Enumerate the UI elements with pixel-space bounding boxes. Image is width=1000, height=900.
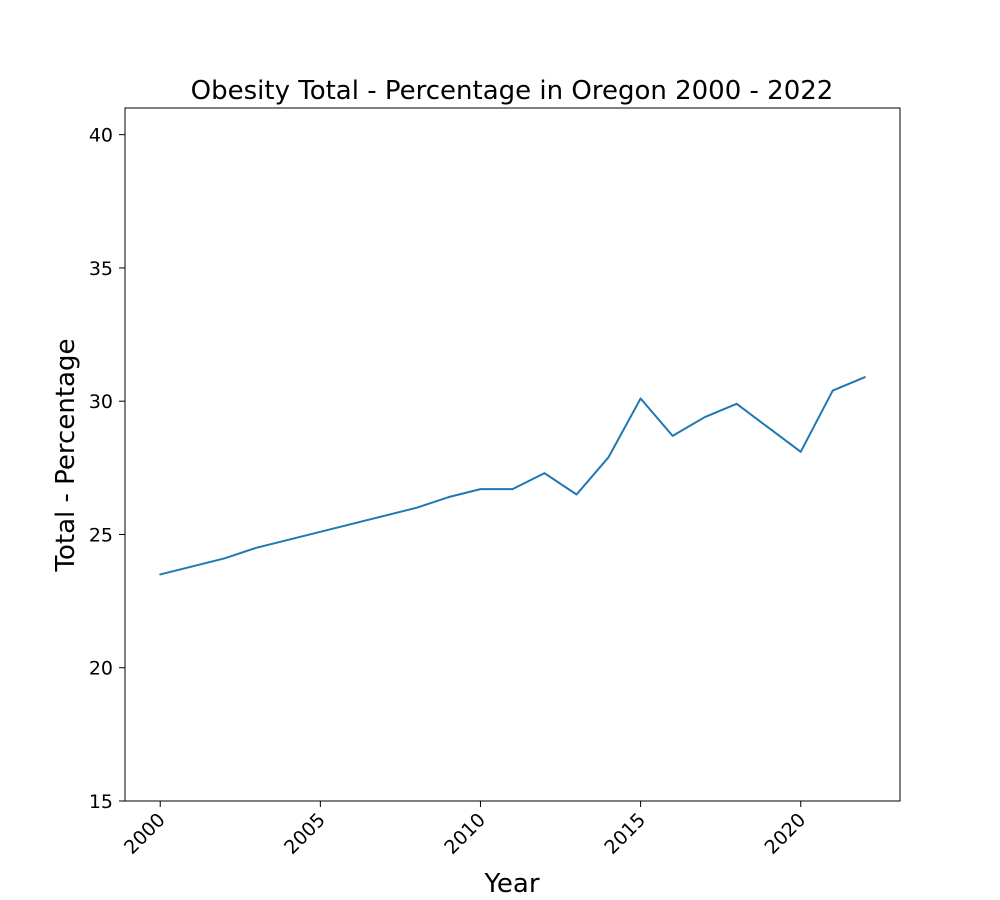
x-axis-title: Year (483, 869, 539, 899)
data-point (640, 398, 642, 400)
data-point (800, 451, 802, 453)
data-point (832, 390, 834, 392)
y-tick-label: 40 (89, 125, 113, 147)
y-tick-label: 20 (89, 658, 113, 680)
data-point (319, 531, 321, 533)
series-line (159, 376, 866, 576)
data-point (672, 435, 674, 437)
data-point (351, 523, 353, 525)
y-tick-label: 15 (89, 791, 113, 813)
data-point (576, 493, 578, 495)
data-point (159, 573, 161, 575)
data-point (479, 488, 481, 490)
chart-title: Obesity Total - Percentage in Oregon 200… (191, 76, 834, 106)
x-tick-label: 2020 (761, 809, 811, 859)
data-point (415, 507, 417, 509)
data-point (191, 565, 193, 567)
y-axis-title: Total - Percentage (51, 339, 81, 573)
data-point (223, 557, 225, 559)
data-point (512, 488, 514, 490)
x-tick-label: 2000 (120, 809, 170, 859)
data-point (608, 456, 610, 458)
y-tick-label: 25 (89, 524, 113, 546)
x-tick-label: 2005 (280, 809, 330, 859)
data-point (704, 416, 706, 418)
data-point (447, 496, 449, 498)
series-layer (159, 376, 866, 576)
data-point (864, 376, 866, 378)
data-point (768, 427, 770, 429)
x-tick-label: 2010 (440, 809, 490, 859)
data-point (544, 472, 546, 474)
y-tick-label: 30 (89, 391, 113, 413)
x-axis: 2000 2005 2010 2015 2020 (120, 801, 810, 859)
plot-area (124, 107, 901, 802)
data-point (287, 539, 289, 541)
y-tick-label: 35 (89, 258, 113, 280)
y-axis: 15 20 25 30 35 40 (89, 125, 125, 813)
data-point (255, 547, 257, 549)
data-point (383, 515, 385, 517)
x-tick-label: 2015 (600, 809, 650, 859)
data-point (736, 403, 738, 405)
